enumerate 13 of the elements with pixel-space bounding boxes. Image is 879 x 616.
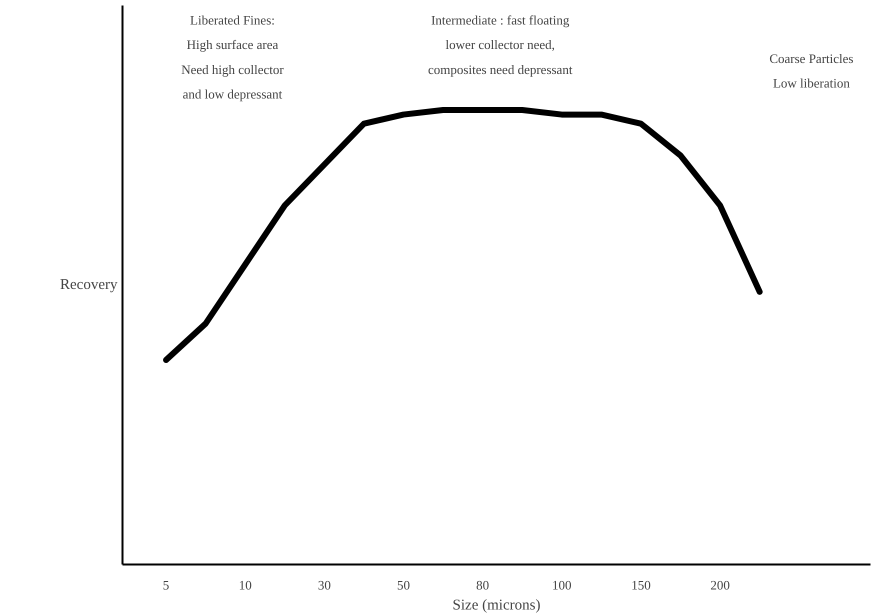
- y-axis-title: Recovery: [60, 277, 118, 293]
- x-tick-label: 150: [631, 578, 651, 592]
- x-tick-label: 80: [476, 578, 490, 592]
- x-tick-label: 200: [710, 578, 730, 592]
- x-tick-label: 10: [238, 578, 252, 592]
- text: Intermediate : fast floating lower collector need, composites need depressant: [428, 12, 573, 77]
- x-tick-label: 5: [162, 578, 170, 592]
- text: Liberated Fines: High surface area Need high collector and low depressant: [181, 12, 284, 102]
- x-tick-label: 50: [396, 578, 410, 592]
- x-axis-title: Size (microns): [452, 598, 540, 614]
- text: Coarse Particles Low liberation: [769, 50, 854, 91]
- x-tick-label: 30: [318, 578, 331, 592]
- x-tick-label: 100: [552, 578, 572, 592]
